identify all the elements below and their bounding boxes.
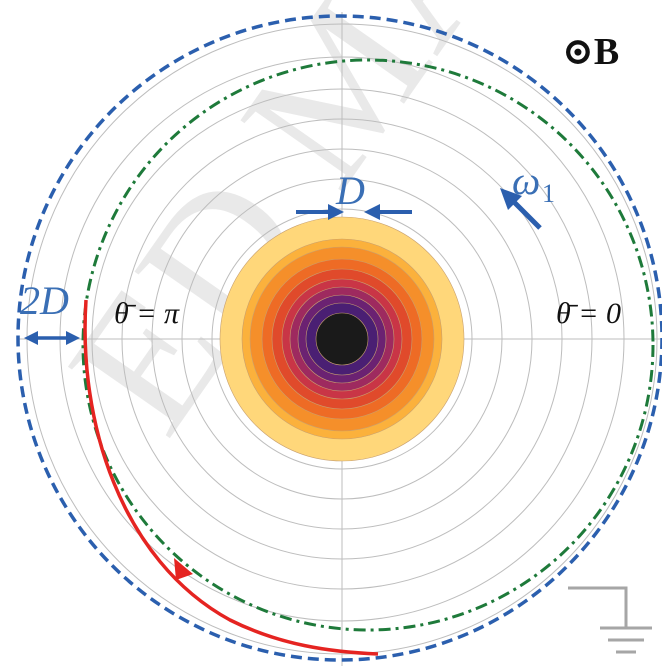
- core-distribution: [219, 216, 465, 462]
- width-d-arrows: [296, 204, 412, 220]
- green-dashdot-orbit: [81, 58, 655, 632]
- angle-zero-label: θ̄ = 0: [556, 297, 621, 330]
- rotation-omega-label: ω 1: [512, 158, 555, 208]
- ground-icon: [568, 586, 652, 654]
- svg-text:1: 1: [542, 179, 555, 208]
- offset-2d-arrows: [24, 331, 80, 345]
- red-trajectory: [83, 299, 379, 656]
- rotation-arrow: [500, 188, 542, 230]
- offset-2d-label: 2D: [20, 278, 69, 323]
- angle-pi-label: θ̄ = π: [114, 297, 180, 330]
- core-ring: [315, 312, 369, 366]
- blue-dashed-orbit: [16, 14, 662, 662]
- width-d-label: D: [335, 168, 365, 213]
- red-trajectory-arrow: [174, 558, 193, 580]
- svg-text:ω: ω: [512, 158, 540, 203]
- magnetic-field-label: ⊙B: [562, 31, 619, 73]
